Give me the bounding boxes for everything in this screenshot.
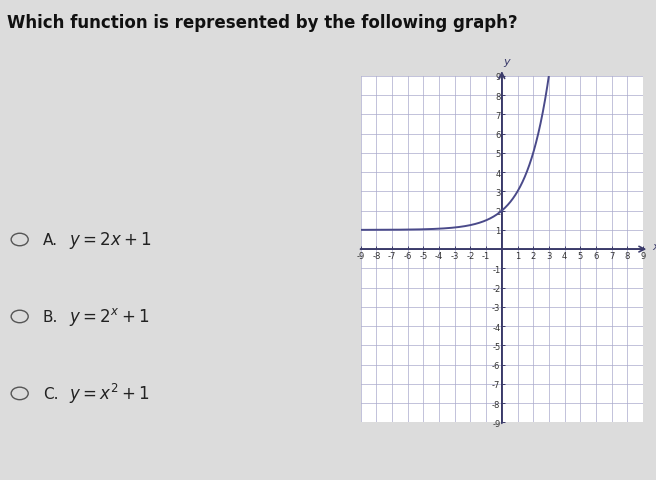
Text: $y = 2^{x} + 1$: $y = 2^{x} + 1$ <box>69 306 149 328</box>
Text: $y = 2x + 1$: $y = 2x + 1$ <box>69 229 152 251</box>
Text: x: x <box>652 242 656 252</box>
Text: $y = x^2 + 1$: $y = x^2 + 1$ <box>69 382 150 406</box>
Text: A.: A. <box>43 232 58 248</box>
Text: y: y <box>503 57 510 67</box>
Text: C.: C. <box>43 386 58 401</box>
Text: Which function is represented by the following graph?: Which function is represented by the fol… <box>7 14 517 32</box>
Text: B.: B. <box>43 309 58 324</box>
